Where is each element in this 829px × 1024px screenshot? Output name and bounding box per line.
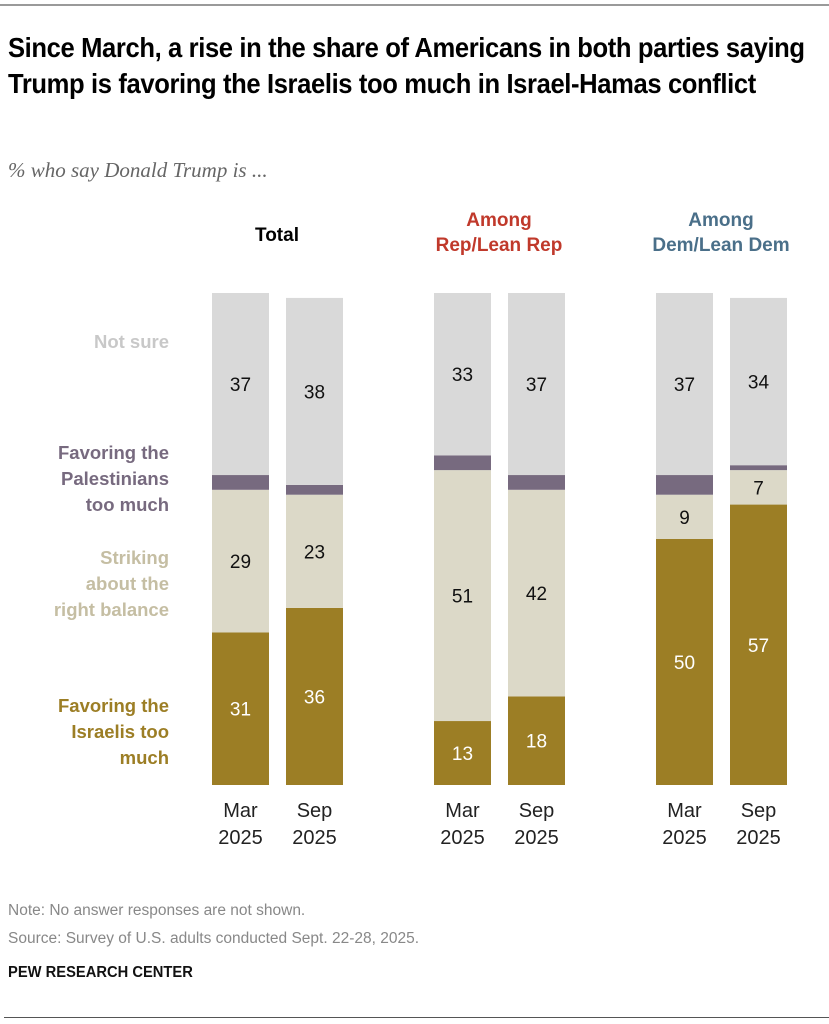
- x-axis-label-line: 2025: [736, 827, 781, 849]
- bar-segment-israelis: [434, 721, 491, 785]
- data-label-balance: 29: [230, 552, 251, 573]
- data-label-balance: 51: [452, 587, 473, 608]
- bar-segment-not_sure: [212, 293, 269, 476]
- chart-subtitle: % who say Donald Trump is ...: [8, 158, 268, 182]
- x-axis-label-line: 2025: [440, 827, 485, 849]
- bar-segment-palestinians: [212, 475, 269, 490]
- data-label-balance: 42: [526, 584, 547, 605]
- group-title-line: Rep/Lean Rep: [435, 235, 563, 256]
- data-label-not_sure: 38: [304, 382, 325, 403]
- x-axis-label-line: 2025: [514, 827, 559, 849]
- bar-segment-israelis: [286, 607, 343, 785]
- bar-segment-not_sure: [656, 293, 713, 476]
- bar-segment-israelis: [212, 632, 269, 785]
- bar-segment-balance: [730, 470, 787, 505]
- x-axis-label: Mar 2025: [201, 798, 281, 852]
- bar-segment-palestinians: [656, 475, 713, 495]
- top-rule: [0, 4, 829, 6]
- x-axis-label: Sep 2025: [275, 798, 355, 852]
- pew-research-center-logo: PEW RESEARCH CENTER: [8, 964, 193, 981]
- x-axis-label-line: 2025: [292, 827, 337, 849]
- x-axis-label-line: Sep: [296, 800, 333, 822]
- bar-segment-palestinians: [508, 475, 565, 490]
- x-axis-label-line: 2025: [218, 827, 263, 849]
- x-axis-label: Mar 2025: [423, 798, 503, 852]
- chart-title: Since March, a rise in the share of Amer…: [8, 32, 805, 99]
- bar-segment-not_sure: [508, 293, 565, 476]
- bar-segment-balance: [508, 489, 565, 697]
- legend-label-line: Not sure: [93, 331, 169, 352]
- x-axis-label-line: Mar: [223, 800, 258, 822]
- bar-segment-palestinians: [730, 465, 787, 471]
- x-axis-label-line: Sep: [518, 800, 555, 822]
- legend-label-line: too much: [85, 494, 169, 515]
- legend-label-balance: Striking about the right balance: [54, 545, 169, 623]
- group-title: Among Rep/Lean Rep: [389, 208, 609, 258]
- x-axis-label: Sep 2025: [497, 798, 577, 852]
- data-label-israelis: 36: [304, 687, 325, 708]
- legend-label-line: right balance: [53, 599, 169, 620]
- group-title-line: Among: [688, 210, 754, 231]
- chart-source: Source: Survey of U.S. adults conducted …: [8, 930, 419, 947]
- bar-segment-not_sure: [730, 297, 787, 466]
- data-label-not_sure: 37: [674, 375, 695, 396]
- bar-segment-not_sure: [286, 297, 343, 485]
- group-title: Total: [167, 223, 387, 248]
- data-label-balance: 7: [753, 478, 764, 499]
- legend-label-line: Israelis too: [71, 721, 169, 742]
- legend-label-line: Favoring the: [57, 695, 169, 716]
- legend-label-line: Striking: [100, 547, 169, 568]
- x-axis-label-line: Mar: [667, 800, 702, 822]
- data-label-balance: 23: [304, 542, 325, 563]
- bar-segment-balance: [286, 494, 343, 608]
- legend-label-line: Favoring the: [57, 442, 169, 463]
- data-label-balance: 9: [679, 508, 690, 529]
- legend-label-palestinians: Favoring the Palestinians too much: [58, 440, 169, 518]
- data-label-not_sure: 37: [526, 375, 547, 396]
- bar-segment-balance: [434, 470, 491, 722]
- chart-note: Note: No answer responses are not shown.: [8, 902, 306, 919]
- x-axis-label-line: Mar: [445, 800, 480, 822]
- data-label-israelis: 57: [748, 636, 769, 657]
- data-label-israelis: 50: [674, 653, 695, 674]
- x-axis-label-line: Sep: [740, 800, 777, 822]
- bar-segment-balance: [656, 494, 713, 539]
- group-title-line: Dem/Lean Dem: [652, 235, 790, 256]
- bottom-rule: [4, 1017, 829, 1018]
- data-label-not_sure: 37: [230, 375, 251, 396]
- group-title: Among Dem/Lean Dem: [611, 208, 829, 258]
- data-label-israelis: 31: [230, 700, 251, 721]
- legend-label-israelis: Favoring the Israelis too much: [58, 693, 169, 771]
- legend-label-line: much: [119, 747, 169, 768]
- x-axis-label: Mar 2025: [645, 798, 725, 852]
- data-label-israelis: 18: [526, 732, 547, 753]
- bar-segment-israelis: [656, 539, 713, 785]
- bar-segment-balance: [212, 489, 269, 633]
- bar-segment-israelis: [508, 696, 565, 785]
- data-label-not_sure: 33: [452, 365, 473, 386]
- legend-label-not_sure: Not sure: [94, 329, 169, 355]
- bar-segment-not_sure: [434, 293, 491, 456]
- legend-label-line: about the: [85, 573, 169, 594]
- data-label-not_sure: 34: [748, 373, 770, 394]
- data-label-israelis: 13: [452, 744, 473, 765]
- group-title-line: Among: [466, 210, 532, 231]
- group-title-line: Total: [255, 225, 299, 246]
- x-axis-label-line: 2025: [662, 827, 707, 849]
- bar-segment-palestinians: [286, 484, 343, 495]
- bar-segment-israelis: [730, 504, 787, 785]
- bar-segment-palestinians: [434, 455, 491, 471]
- legend-label-line: Palestinians: [61, 468, 169, 489]
- x-axis-label: Sep 2025: [719, 798, 799, 852]
